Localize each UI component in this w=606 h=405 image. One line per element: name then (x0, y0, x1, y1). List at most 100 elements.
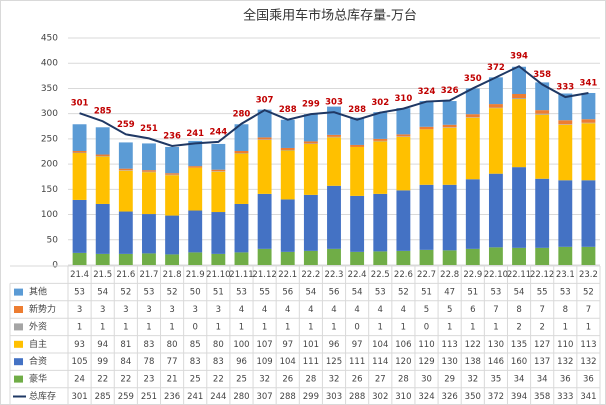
x-tick-label: 22.4 (348, 270, 367, 280)
legend-label: 自主 (29, 338, 47, 350)
table-value: 28 (398, 375, 409, 385)
table-value: 23 (144, 375, 155, 385)
table-value: 54 (352, 288, 363, 298)
table-value: 106 (395, 340, 411, 350)
bar-segment (303, 114, 318, 142)
table-value: 50 (190, 288, 201, 298)
table-value: 81 (120, 340, 131, 350)
bar-segment (165, 215, 180, 255)
table-value: 53 (490, 288, 501, 298)
table-value: 94 (97, 340, 108, 350)
bar-segment (581, 246, 596, 265)
table-value: 135 (511, 340, 527, 350)
table-value: 97 (282, 340, 293, 350)
table-value: 107 (256, 340, 272, 350)
table-value: 120 (395, 357, 411, 367)
bar-segment (280, 147, 295, 150)
bar-segment (257, 193, 272, 249)
bar-segment (419, 126, 434, 130)
bar-segment (488, 173, 503, 248)
table-value: 56 (282, 288, 293, 298)
table-value: 80 (213, 340, 224, 350)
table-value: 1 (401, 322, 406, 332)
table-value: 310 (395, 392, 411, 402)
table-value: 122 (465, 340, 481, 350)
bar-segment (327, 134, 341, 137)
table-value: 8 (516, 305, 521, 315)
table-value: 32 (467, 375, 478, 385)
table-value: 29 (444, 375, 455, 385)
bar-segment (535, 178, 550, 248)
chart-title: 全国乘用车市场总库存量-万台 (243, 8, 417, 24)
table-value: 54 (305, 288, 316, 298)
data-label: 372 (487, 63, 505, 73)
bar-segment (419, 129, 434, 185)
bar-segment (280, 199, 295, 252)
bar-segment (488, 77, 503, 105)
bar-segment (165, 175, 180, 216)
bar-segment (95, 127, 110, 155)
table-value: 5 (447, 305, 452, 315)
bar-segment (211, 171, 226, 172)
bar-segment (188, 252, 203, 265)
x-tick-label: 21.6 (116, 270, 135, 280)
bar-segment (442, 101, 457, 125)
table-value: 1 (100, 322, 105, 332)
y-tick-label: 150 (41, 185, 58, 195)
legend-key (14, 306, 23, 313)
table-value: 1 (563, 322, 568, 332)
legend-label: 总库存 (29, 390, 56, 402)
x-tick-label: 23.2 (579, 270, 598, 280)
table-value: 3 (77, 305, 82, 315)
bar-segment (373, 112, 388, 139)
table-value: 110 (418, 340, 434, 350)
bar-segment (118, 142, 133, 169)
table-value: 4 (354, 305, 359, 315)
table-value: 22 (120, 375, 131, 385)
legend-key (14, 323, 23, 331)
data-label: 251 (140, 124, 158, 134)
y-tick-label: 50 (47, 235, 59, 245)
table-value: 324 (418, 392, 434, 402)
bar-segment (535, 114, 550, 179)
y-tick-label: 200 (41, 160, 58, 170)
bar-segment (257, 139, 272, 194)
legend-label: 外资 (29, 320, 47, 332)
table-value: 241 (187, 392, 203, 402)
table-value: 7 (586, 305, 591, 315)
table-value: 22 (213, 375, 224, 385)
bar-segment (442, 127, 457, 185)
legend-label: 豪华 (29, 373, 47, 385)
bar-segment (488, 104, 503, 108)
x-tick-label: 21.9 (186, 270, 205, 280)
data-label: 310 (395, 94, 413, 104)
table-value: 99 (97, 357, 108, 367)
bar-segment (142, 143, 156, 171)
bar-segment (558, 93, 573, 121)
bar-segment (373, 251, 388, 265)
table-value: 25 (190, 375, 201, 385)
bar-segment (280, 251, 295, 265)
bar-segment (234, 252, 249, 265)
table-value: 1 (586, 322, 591, 332)
table-value: 1 (493, 322, 498, 332)
table-value: 4 (378, 305, 383, 315)
bar-segment (165, 146, 180, 174)
table-value: 56 (329, 288, 340, 298)
table-value: 146 (488, 357, 504, 367)
table-value: 326 (442, 392, 458, 402)
bar-segment (142, 170, 156, 172)
table-value: 1 (123, 322, 128, 332)
bar-segment (512, 66, 526, 94)
bar-segment (118, 253, 133, 265)
table-value: 24 (74, 375, 85, 385)
bar-segment (280, 149, 295, 151)
bar-segment (465, 179, 480, 249)
data-label: 285 (94, 107, 112, 117)
x-tick-label: 22.5 (371, 270, 390, 280)
bar-segment (465, 114, 480, 118)
table-value: 2 (516, 322, 521, 332)
table-value: 1 (308, 322, 313, 332)
table-value: 1 (262, 322, 267, 332)
